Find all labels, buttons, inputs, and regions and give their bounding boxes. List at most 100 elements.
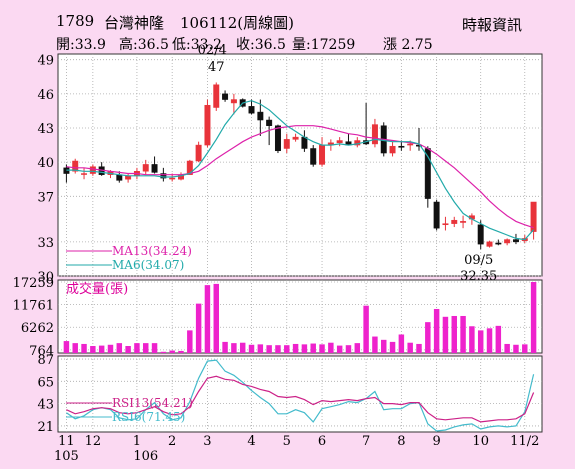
candle-body — [398, 145, 405, 148]
year-label: 106 — [133, 449, 158, 464]
candle-body — [512, 239, 519, 243]
peak-price-annotation: 47 — [208, 60, 225, 75]
rsi6-line — [66, 359, 535, 432]
volume-tick-label: 11761 — [13, 299, 54, 314]
volume-bar — [116, 343, 123, 353]
volume-bar — [345, 345, 352, 353]
candle-body — [213, 84, 220, 108]
volume-bar — [266, 345, 272, 353]
volume-bar — [81, 343, 87, 353]
candle-body — [292, 136, 299, 140]
data-source: 時報資訊 — [462, 16, 523, 34]
volume-bar — [301, 344, 308, 353]
x-tick-label: 11/2 — [510, 434, 539, 449]
volume-bar — [72, 343, 78, 353]
ma6-line — [66, 100, 535, 241]
price-panel — [57, 53, 543, 277]
x-tick-label: 10 — [472, 434, 489, 449]
volume-bar — [213, 283, 219, 353]
volume-bar — [248, 344, 255, 353]
candle-body — [186, 160, 193, 175]
volume-bar — [143, 343, 149, 353]
volume-bar — [398, 334, 405, 353]
volume-bar — [310, 343, 316, 353]
volume-tick-label: 764 — [29, 344, 54, 359]
volume-bar — [530, 282, 537, 353]
volume-bar — [134, 343, 140, 353]
low-date-annotation: 09/5 — [464, 253, 493, 268]
candle-body — [160, 173, 167, 179]
volume-title: 成交量(張) — [66, 281, 128, 297]
legend-label-0: MA13(34.24) — [112, 244, 192, 258]
candle-body — [319, 144, 326, 165]
volume-bar — [292, 343, 299, 353]
candle-body — [477, 224, 484, 245]
peak-date-annotation: 02/4 — [198, 43, 227, 58]
rsi-tick-label: 87 — [37, 353, 54, 368]
volume-bar — [178, 350, 184, 353]
x-tick-label: 8 — [397, 434, 405, 449]
volume-bar — [239, 342, 246, 353]
candle-body — [389, 145, 396, 154]
volume-bar — [257, 344, 264, 353]
candle-body — [248, 106, 255, 114]
x-tick-label: 1 — [133, 434, 141, 449]
volume-bar — [195, 303, 202, 353]
candle-body — [310, 148, 317, 165]
candle-body — [433, 201, 440, 229]
price-tick-label: 40 — [37, 156, 54, 171]
volume-bar — [328, 342, 334, 353]
candle-body — [407, 143, 414, 146]
volume-bar — [513, 344, 519, 353]
volume-bar — [204, 285, 211, 353]
close-price: 收:36.5 — [236, 37, 286, 53]
volume-bar — [336, 345, 343, 353]
candle-body — [442, 223, 449, 226]
candle-body — [486, 241, 493, 247]
candle-body — [151, 164, 158, 173]
candle-body — [460, 221, 467, 223]
x-tick-label: 12 — [85, 434, 102, 449]
volume-bar — [381, 339, 387, 353]
volume-bar — [460, 315, 466, 353]
volume-bar — [354, 343, 361, 353]
volume-bar — [275, 345, 281, 353]
candle-body — [371, 124, 378, 145]
volume-bar — [98, 345, 105, 353]
rsi-legend-label-0: RSI13(54.21) — [112, 396, 193, 410]
volume-bar — [90, 346, 96, 353]
volume-bar — [319, 344, 325, 353]
x-tick-label: 5 — [283, 434, 291, 449]
volume-bar — [425, 322, 431, 353]
rsi-tick-label: 43 — [37, 398, 54, 413]
year-label: 105 — [54, 449, 79, 464]
candle-body — [195, 144, 202, 162]
candle-body — [222, 93, 229, 100]
volume-bar — [151, 343, 158, 353]
volume-bar — [363, 305, 369, 353]
candle-body — [81, 173, 88, 175]
volume-bar — [187, 330, 193, 353]
volume-bar — [160, 351, 167, 353]
volume-bar — [372, 336, 378, 353]
volume-bar — [469, 326, 475, 353]
candle-body — [230, 99, 237, 104]
price-tick-label: 33 — [37, 236, 54, 251]
volume-bar — [442, 316, 449, 353]
volume-bar — [284, 345, 290, 353]
x-tick-label: 4 — [247, 434, 255, 449]
price-tick-label: 37 — [37, 190, 54, 205]
volume-bar — [522, 344, 528, 353]
x-tick-label: 11 — [58, 434, 75, 449]
rsi-tick-label: 21 — [37, 420, 54, 435]
price-tick-label: 30 — [37, 270, 54, 285]
x-tick-label: 3 — [203, 434, 211, 449]
ma13-line — [66, 125, 534, 229]
candle-body — [283, 139, 290, 149]
x-tick-label: 9 — [432, 434, 440, 449]
candle-body — [301, 136, 308, 149]
volume-bar — [169, 350, 175, 353]
low-price: 低:33.2 — [172, 37, 222, 53]
stock-code: 1789 — [56, 12, 95, 30]
